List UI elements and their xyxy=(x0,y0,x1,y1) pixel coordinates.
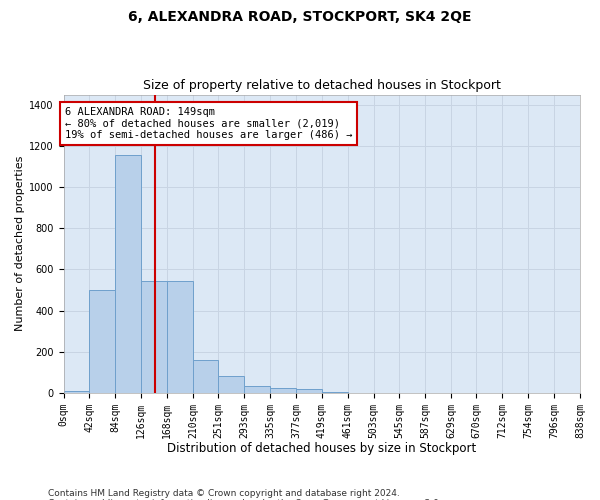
Bar xyxy=(193,360,218,393)
Text: 6, ALEXANDRA ROAD, STOCKPORT, SK4 2QE: 6, ALEXANDRA ROAD, STOCKPORT, SK4 2QE xyxy=(128,10,472,24)
Text: 6 ALEXANDRA ROAD: 149sqm
← 80% of detached houses are smaller (2,019)
19% of sem: 6 ALEXANDRA ROAD: 149sqm ← 80% of detach… xyxy=(65,107,352,140)
Text: Contains HM Land Registry data © Crown copyright and database right 2024.: Contains HM Land Registry data © Crown c… xyxy=(48,488,400,498)
Bar xyxy=(115,155,141,393)
Bar xyxy=(244,386,270,393)
Text: Contains public sector information licensed under the Open Government Licence v3: Contains public sector information licen… xyxy=(48,498,442,500)
Bar xyxy=(218,376,244,393)
Bar xyxy=(167,280,193,393)
Bar xyxy=(270,388,296,393)
Bar xyxy=(64,391,89,393)
Y-axis label: Number of detached properties: Number of detached properties xyxy=(15,156,25,332)
Bar xyxy=(296,389,322,393)
Bar xyxy=(89,290,115,393)
Bar xyxy=(141,280,167,393)
Title: Size of property relative to detached houses in Stockport: Size of property relative to detached ho… xyxy=(143,79,500,92)
Bar xyxy=(322,392,347,393)
X-axis label: Distribution of detached houses by size in Stockport: Distribution of detached houses by size … xyxy=(167,442,476,455)
